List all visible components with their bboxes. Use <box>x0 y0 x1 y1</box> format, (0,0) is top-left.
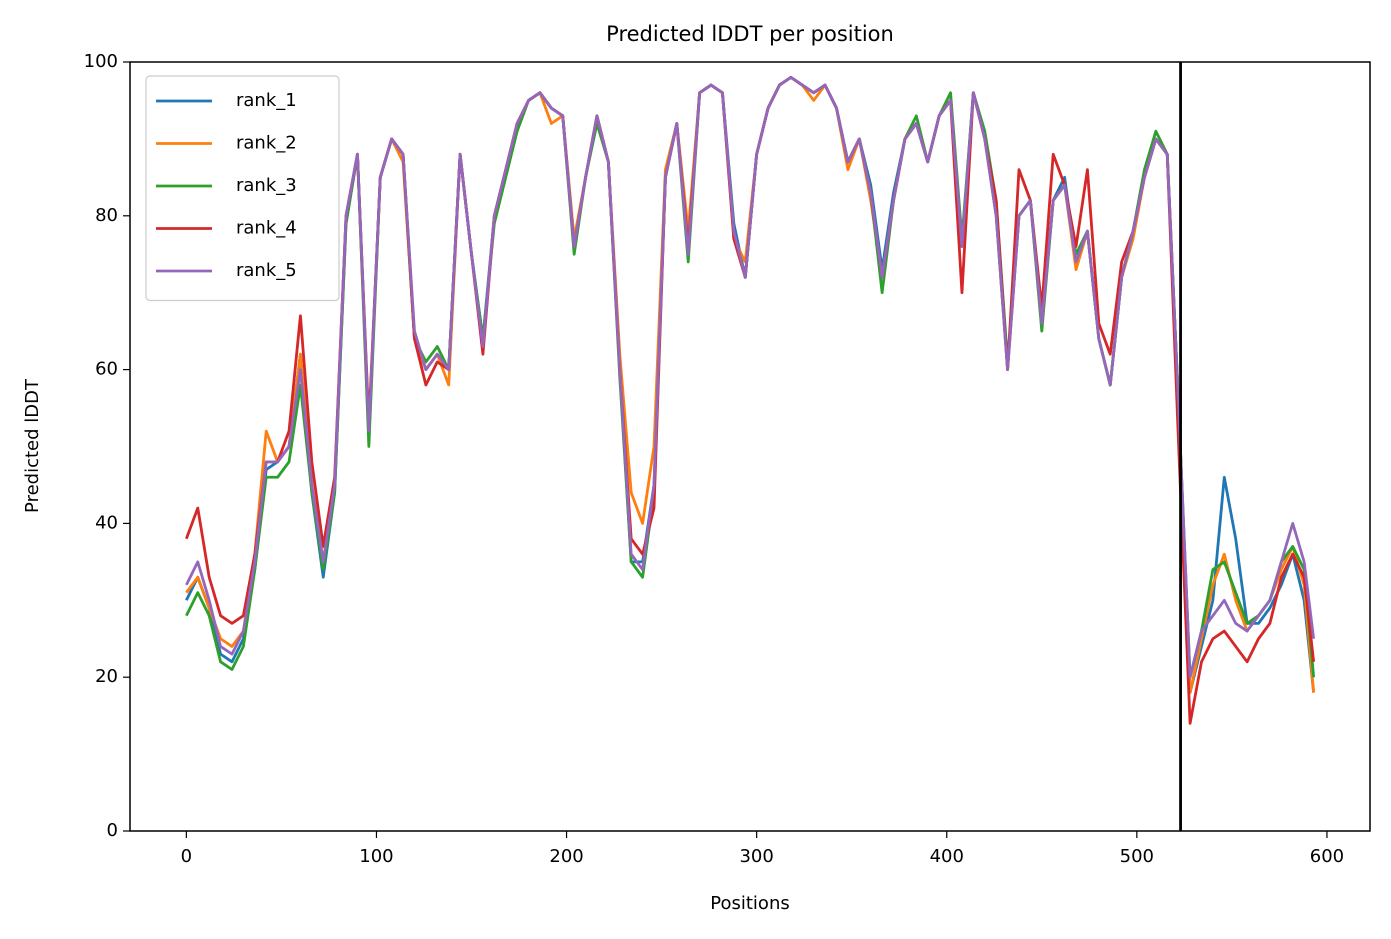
y-tick-label: 80 <box>95 205 118 226</box>
y-tick-label: 40 <box>95 512 118 533</box>
legend-label: rank_1 <box>236 90 297 111</box>
legend-label: rank_5 <box>236 260 297 281</box>
x-axis-label: Positions <box>710 893 789 914</box>
plot-frame <box>129 61 1371 832</box>
x-tick-label: 100 <box>359 846 393 867</box>
legend-label: rank_3 <box>236 175 297 196</box>
x-tick-label: 200 <box>549 846 583 867</box>
x-tick-label: 600 <box>1310 846 1344 867</box>
y-tick-label: 0 <box>107 820 118 841</box>
legend-label: rank_2 <box>236 133 297 154</box>
legend: rank_1 rank_2 rank_3 rank_4 rank_5 <box>145 75 340 302</box>
y-axis-label: Predicted lDDT <box>22 378 43 513</box>
x-tick-label: 0 <box>181 846 192 867</box>
series-line <box>185 75 1316 679</box>
legend-box <box>145 75 340 302</box>
chart-title: Predicted lDDT per position <box>606 22 894 46</box>
y-tick-label: 100 <box>84 51 118 72</box>
y-tick-label: 60 <box>95 359 118 380</box>
x-tick-label: 400 <box>930 846 964 867</box>
x-tick-label: 300 <box>739 846 773 867</box>
x-tick-label: 500 <box>1120 846 1154 867</box>
legend-label: rank_4 <box>236 218 297 239</box>
y-tick-label: 20 <box>95 666 118 687</box>
